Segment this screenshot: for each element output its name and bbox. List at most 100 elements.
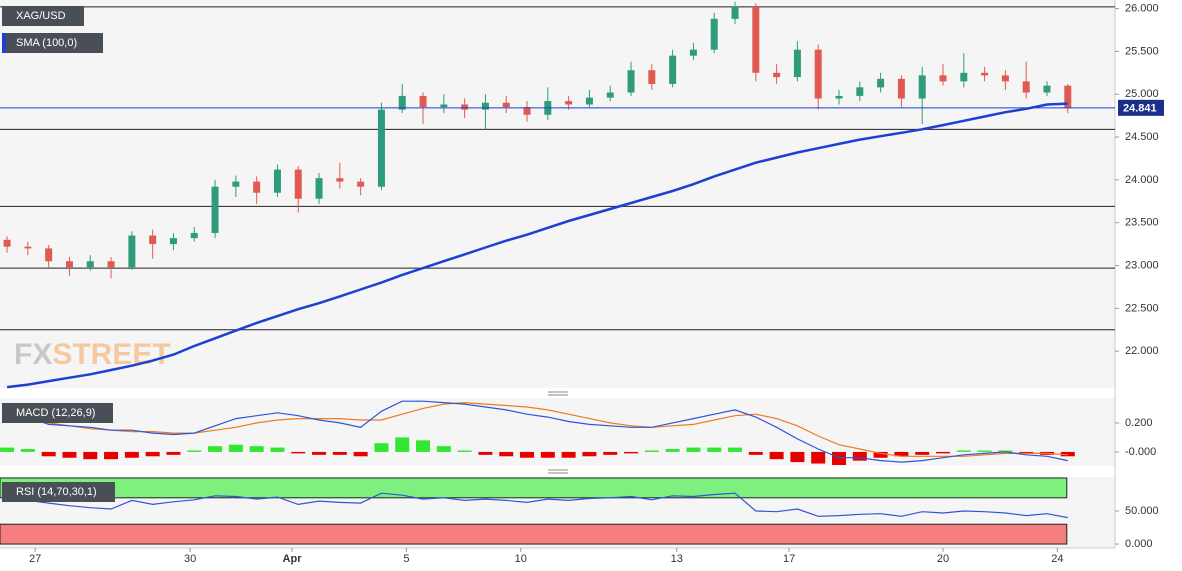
price-panel bbox=[0, 0, 1115, 388]
candle-body bbox=[981, 72, 989, 76]
candle-body bbox=[169, 238, 177, 245]
macd-histogram-bar bbox=[457, 450, 472, 452]
candle-body bbox=[128, 235, 136, 268]
y-tick-label: 26.000 bbox=[1125, 2, 1159, 14]
label-box bbox=[2, 403, 113, 423]
macd-histogram-bar bbox=[644, 450, 659, 452]
y-tick-label: 23.500 bbox=[1125, 217, 1159, 229]
macd-histogram-bar bbox=[353, 451, 368, 457]
candle-body bbox=[648, 70, 656, 84]
macd-histogram-bar bbox=[187, 450, 202, 452]
candle-body bbox=[211, 186, 219, 233]
macd-histogram-bar bbox=[62, 451, 77, 458]
y-tick-label: 24.500 bbox=[1125, 131, 1159, 143]
macd-histogram-bar bbox=[582, 451, 597, 457]
y-tick-label: 25.500 bbox=[1125, 45, 1159, 57]
macd-histogram-bar bbox=[769, 451, 784, 460]
macd-histogram-bar bbox=[104, 451, 119, 460]
candle-body bbox=[107, 261, 115, 268]
y-tick-label: 25.000 bbox=[1125, 88, 1159, 100]
macd-histogram-bar bbox=[436, 446, 451, 452]
rsi-overbought-band bbox=[0, 477, 1068, 499]
macd-histogram-bar bbox=[83, 451, 98, 460]
candle-body bbox=[731, 6, 739, 19]
sma-label: SMA (100,0) bbox=[16, 37, 77, 49]
macd-histogram-bar bbox=[852, 451, 867, 461]
candle-body bbox=[45, 248, 53, 262]
macd-histogram-bar bbox=[1019, 451, 1034, 454]
candle-body bbox=[86, 261, 94, 268]
macd-histogram-bar bbox=[416, 440, 431, 452]
candle-body bbox=[856, 87, 864, 96]
label-accent bbox=[2, 33, 6, 53]
y-tick-label: 23.000 bbox=[1125, 259, 1159, 271]
symbol-label: XAG/USD bbox=[16, 10, 66, 22]
rsi-y-tick-label: 50.000 bbox=[1125, 505, 1159, 517]
candle-body bbox=[440, 104, 448, 108]
macd-histogram-bar bbox=[249, 446, 264, 452]
x-tick-label: 27 bbox=[29, 553, 41, 565]
candle-body bbox=[336, 178, 344, 182]
macd-histogram-bar bbox=[520, 451, 535, 458]
candle-body bbox=[773, 72, 781, 78]
candle-body bbox=[502, 102, 510, 108]
y-tick-label: 24.000 bbox=[1125, 174, 1159, 186]
last-price-box bbox=[1118, 99, 1164, 116]
x-tick-label: 30 bbox=[184, 553, 196, 565]
macd-histogram-bar bbox=[270, 447, 285, 452]
macd-histogram-bar bbox=[291, 451, 306, 454]
candle-body bbox=[689, 49, 697, 56]
candle-body bbox=[606, 92, 614, 98]
candle-body bbox=[149, 235, 157, 245]
macd-histogram-bar bbox=[395, 437, 410, 452]
macd-histogram-bar bbox=[499, 451, 514, 457]
candle-body bbox=[190, 232, 198, 239]
macd-histogram-bar bbox=[956, 450, 971, 452]
rsi-oversold-band bbox=[0, 523, 1068, 545]
macd-histogram-bar bbox=[145, 451, 160, 457]
macd-histogram-bar bbox=[312, 451, 327, 455]
candle-body bbox=[1064, 85, 1072, 108]
x-tick-label: 24 bbox=[1051, 553, 1063, 565]
candle-body bbox=[294, 169, 302, 199]
macd-histogram-bar bbox=[977, 450, 992, 452]
candle-body bbox=[793, 49, 801, 78]
candle-body bbox=[3, 239, 11, 247]
x-tick-label: 5 bbox=[403, 553, 409, 565]
candle-body bbox=[65, 261, 73, 268]
watermark: FXSTREET bbox=[14, 338, 171, 371]
candle-body bbox=[232, 181, 240, 187]
candle-body bbox=[835, 95, 843, 99]
candle-body bbox=[918, 75, 926, 99]
macd-histogram-bar bbox=[332, 451, 347, 455]
watermark-part: STREET bbox=[52, 338, 170, 371]
label-box bbox=[2, 33, 103, 53]
macd-histogram-bar bbox=[915, 451, 930, 455]
macd-histogram-bar bbox=[832, 451, 847, 465]
macd-histogram-bar bbox=[603, 451, 618, 455]
candle-body bbox=[523, 107, 531, 115]
macd-y-tick-label: -0.000 bbox=[1125, 446, 1156, 458]
watermark-part: FX bbox=[14, 338, 52, 371]
macd-histogram-bar bbox=[166, 451, 181, 455]
macd-histogram-bar bbox=[873, 451, 888, 458]
candle-body bbox=[481, 102, 489, 110]
macd-histogram-bar bbox=[228, 444, 243, 452]
candle-body bbox=[565, 101, 573, 105]
candle-body bbox=[461, 104, 469, 110]
plot-layer: 22.000 22.500 23.000 23.500 24.000 24.500 25.0… bbox=[0, 1, 1164, 565]
macd-histogram-bar bbox=[728, 447, 743, 452]
macd-histogram-bar bbox=[478, 451, 493, 455]
candle-body bbox=[669, 55, 677, 84]
macd-histogram-bar bbox=[561, 451, 576, 458]
macd-histogram-bar bbox=[20, 449, 35, 452]
macd-line bbox=[6, 400, 1068, 463]
x-tick-label: 17 bbox=[783, 553, 795, 565]
candle-body bbox=[710, 18, 718, 50]
macd-histogram-bar bbox=[124, 451, 139, 458]
candle-body bbox=[377, 109, 385, 187]
macd-histogram-bar bbox=[935, 451, 950, 454]
x-tick-label: 13 bbox=[671, 553, 683, 565]
